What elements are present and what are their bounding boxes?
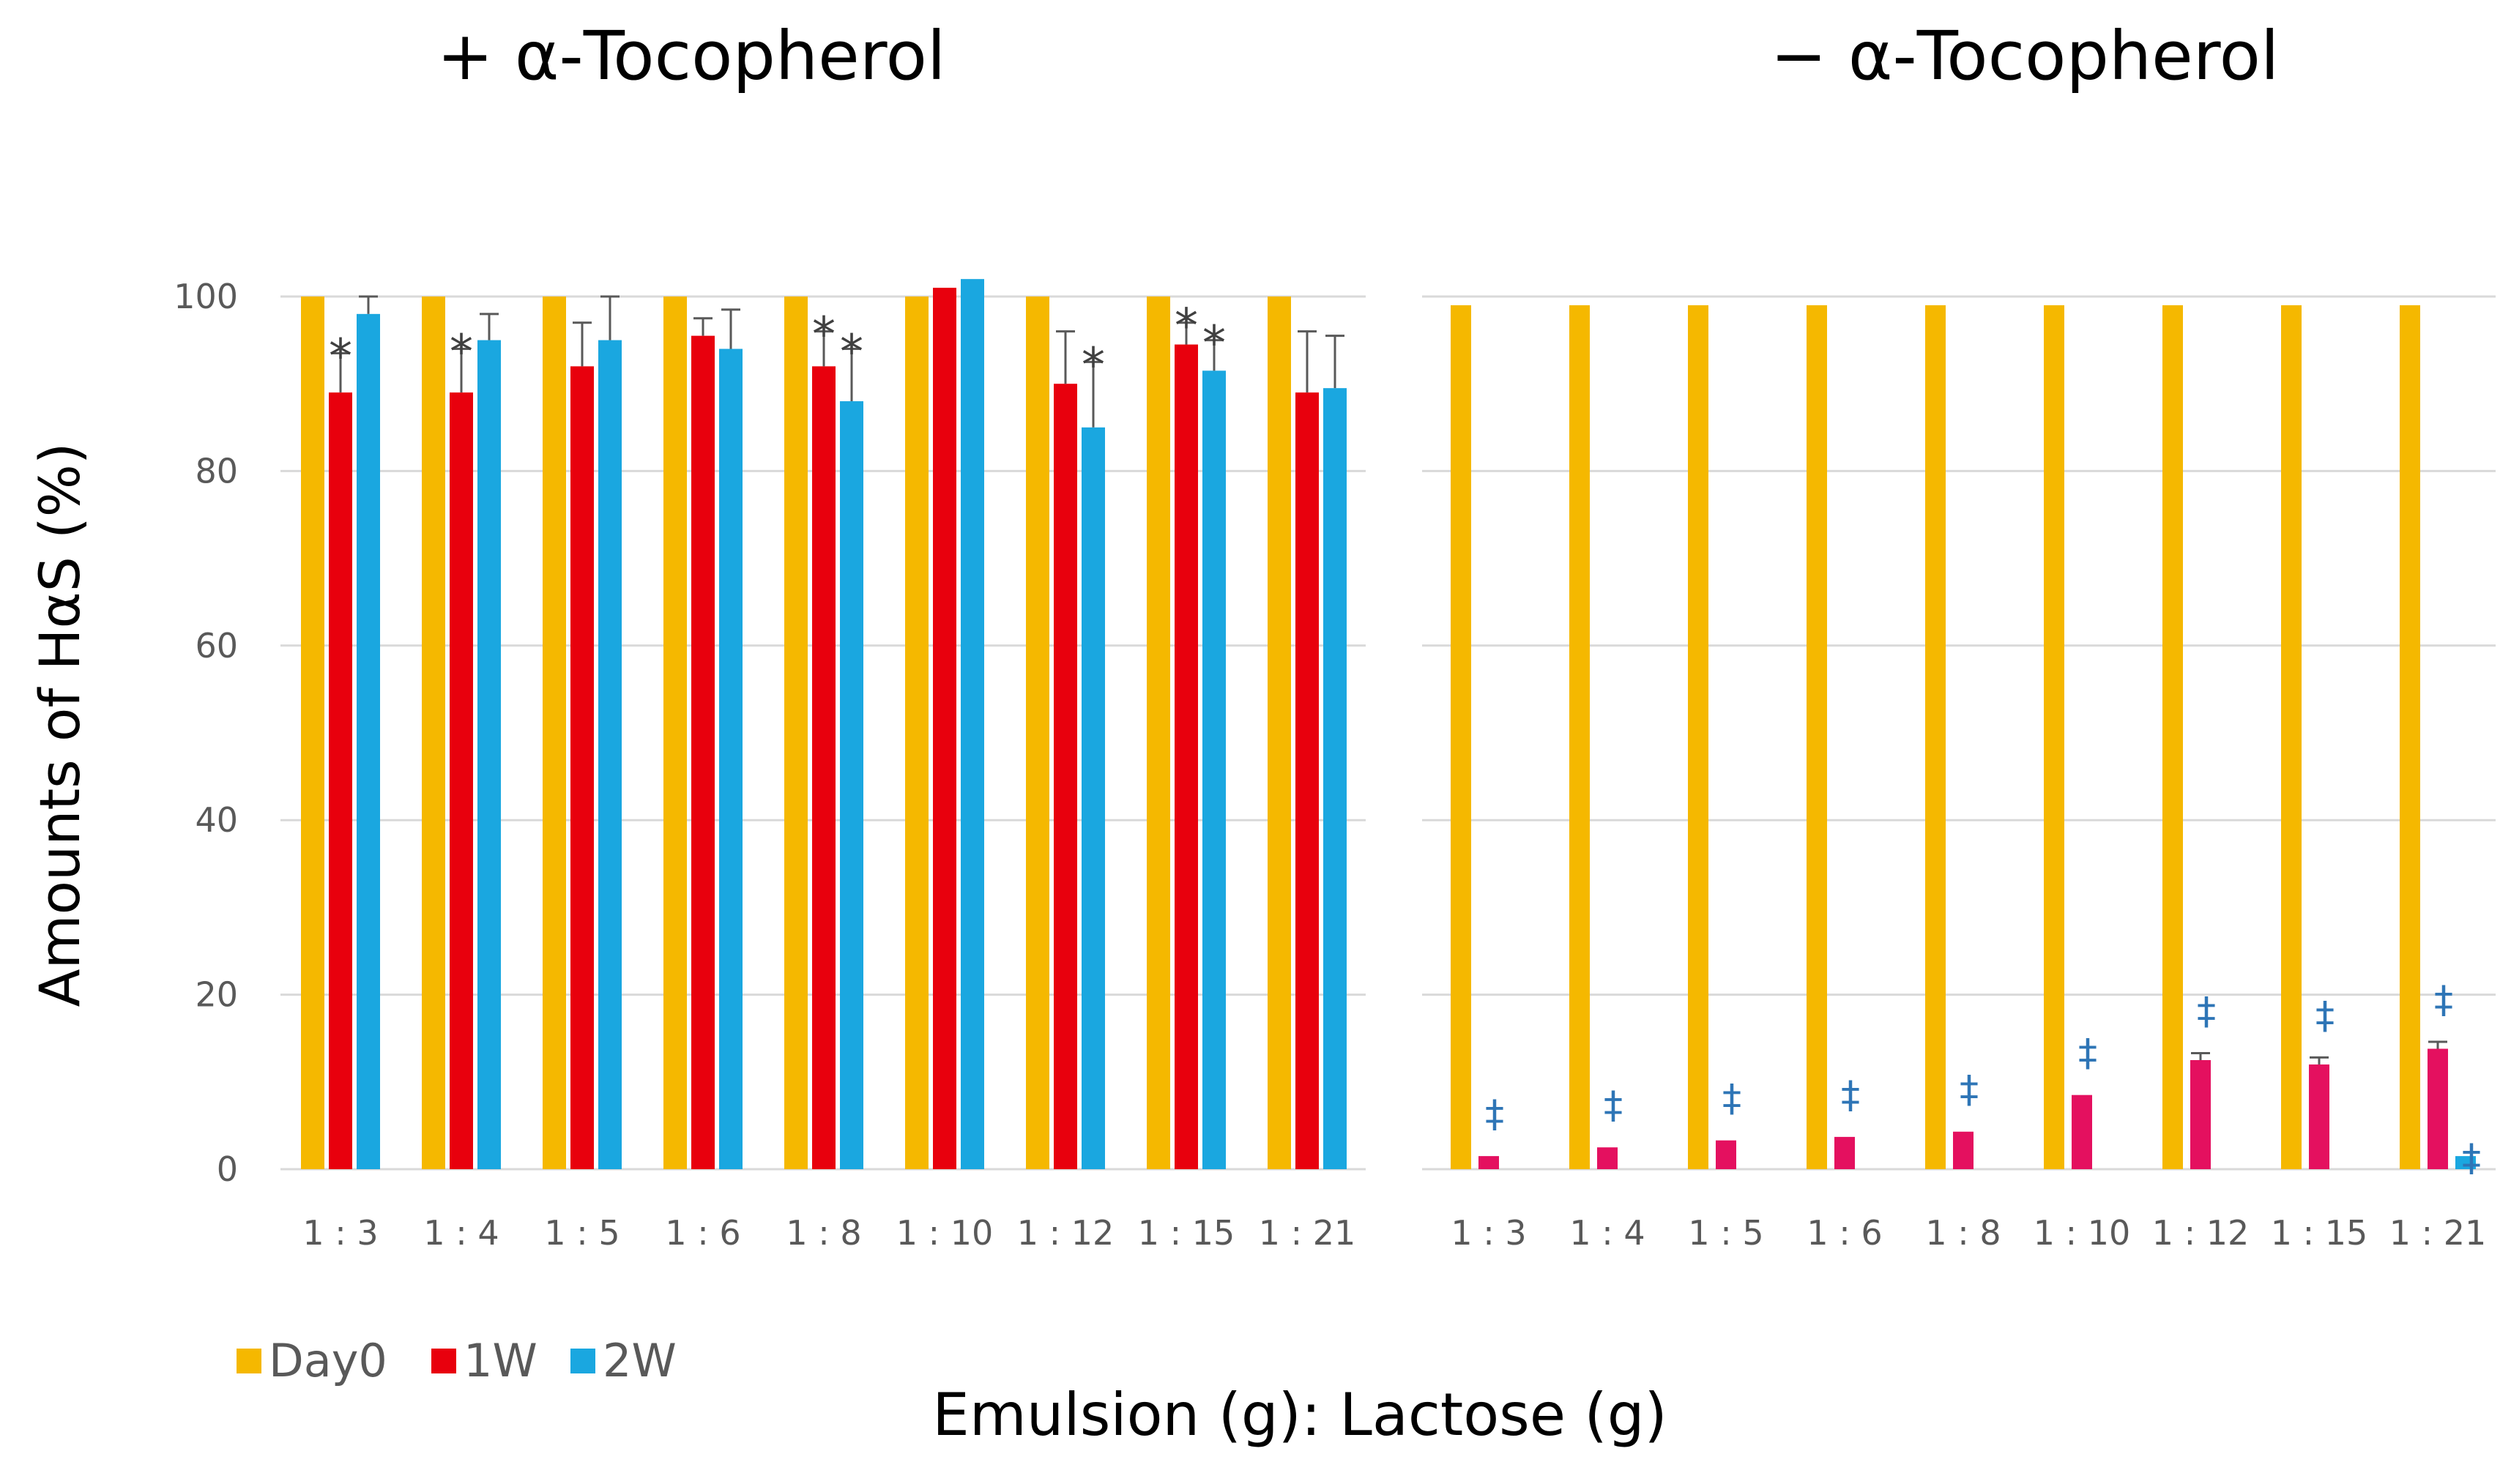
panel2-x-tick-label: 1 : 4	[1569, 1213, 1645, 1253]
panel1-bar-1w	[691, 335, 715, 1169]
panel1-significance-star: *	[1082, 338, 1105, 392]
panel1-bar-day0	[784, 297, 808, 1169]
panel1-bar-1w	[933, 288, 956, 1170]
panel2-bar-day0	[1451, 305, 1471, 1169]
panel1-y-tick-label: 40	[195, 800, 238, 840]
panel2-significance-dagger: ‡	[2315, 993, 2335, 1037]
panel1-bar-1w	[1295, 392, 1319, 1169]
panel1-significance-star: *	[450, 326, 473, 380]
panel1-bar-2w	[477, 340, 501, 1170]
panel1-y-tick-label: 60	[195, 626, 238, 665]
panel1-bar-2w	[719, 348, 743, 1169]
panel1-bar-1w	[1175, 344, 1198, 1169]
panel1-bar-2w	[1323, 388, 1347, 1170]
panel2-x-tick-label: 1 : 8	[1925, 1213, 2001, 1253]
panel2-bar-1w	[1953, 1131, 1974, 1169]
legend-swatch-2w	[570, 1349, 595, 1373]
panel1-bar-1w	[570, 366, 594, 1169]
panel1-x-tick-label: 1 : 10	[896, 1213, 994, 1253]
panel2-bar-day0	[2281, 305, 2302, 1169]
panel2-significance-dagger: ‡	[2434, 978, 2453, 1022]
panel2-title: − α-Tocopherol	[1771, 17, 2280, 95]
panel1-x-tick-label: 1 : 8	[786, 1213, 861, 1253]
panel1-bar-1w	[450, 392, 473, 1169]
panel1-x-tick-label: 1 : 21	[1259, 1213, 1356, 1253]
panel2-bar-1w	[2428, 1048, 2448, 1169]
panel1-bar-2w	[357, 313, 380, 1170]
legend-swatch-day0	[237, 1349, 261, 1373]
panel2-bar-1w	[2309, 1064, 2329, 1169]
panel1-bar-2w	[598, 340, 622, 1170]
panel2-bar-1w	[1597, 1147, 1618, 1169]
panel1-bar-day0	[543, 297, 566, 1169]
panel2-significance-dagger: ‡	[1604, 1084, 1623, 1127]
panel1-bar-1w	[1054, 384, 1077, 1170]
legend-label-1w: 1W	[464, 1334, 537, 1387]
panel1-x-tick-label: 1 : 3	[302, 1213, 378, 1253]
panel1-bar-day0	[1268, 297, 1291, 1169]
legend-swatch-1w	[431, 1349, 456, 1373]
panel1-bar-2w	[840, 401, 863, 1169]
panel1-bar-day0	[1147, 297, 1170, 1169]
panel1-bar-1w	[812, 366, 836, 1169]
panel2-x-tick-label: 1 : 21	[2389, 1213, 2487, 1253]
panel2-bar-1w	[2072, 1095, 2092, 1169]
panel1-bar-1w	[329, 392, 352, 1169]
panel1-x-tick-label: 1 : 12	[1017, 1213, 1115, 1253]
panel1-bar-2w	[961, 279, 984, 1169]
panel1-x-tick-label: 1 : 6	[665, 1213, 740, 1253]
panel2-significance-dagger: ‡	[2462, 1136, 2481, 1180]
panel1-y-tick-label: 80	[195, 451, 238, 491]
panel2-significance-dagger: ‡	[2197, 989, 2216, 1033]
panel2-x-tick-label: 1 : 3	[1451, 1213, 1526, 1253]
panel2-bar-1w	[1478, 1156, 1499, 1169]
panel2-bar-day0	[1569, 305, 1590, 1169]
panel2-x-tick-label: 1 : 5	[1688, 1213, 1763, 1253]
panel1-significance-star: *	[1202, 317, 1226, 371]
panel2-bar-day0	[2162, 305, 2183, 1169]
legend-label-day0: Day0	[269, 1334, 387, 1387]
panel2-significance-dagger: ‡	[1485, 1092, 1504, 1136]
panel2-significance-dagger: ‡	[1722, 1077, 1741, 1121]
panel2-x-tick-label: 1 : 15	[2271, 1213, 2368, 1253]
panel1-y-tick-label: 20	[195, 975, 238, 1015]
y-axis-label: Amounts of HαS (%)	[27, 443, 92, 1007]
panel1-x-tick-label: 1 : 15	[1138, 1213, 1235, 1253]
panel2-bar-day0	[1688, 305, 1708, 1169]
legend-label-2w: 2W	[603, 1334, 677, 1387]
panel1-x-tick-label: 1 : 5	[544, 1213, 620, 1253]
panel2-bar-day0	[1925, 305, 1946, 1169]
panel1-significance-star: *	[329, 329, 352, 384]
panel2-significance-dagger: ‡	[2078, 1032, 2097, 1075]
x-axis-label: Emulsion (g): Lactose (g)	[932, 1381, 1667, 1449]
panel1-bar-2w	[1082, 427, 1105, 1169]
panel1-y-tick-label: 0	[217, 1149, 238, 1189]
panel1-y-tick-label: 100	[174, 277, 238, 316]
panel2-significance-dagger: ‡	[1841, 1073, 1860, 1117]
panel2-bar-1w	[2190, 1060, 2211, 1169]
panel1-significance-star: *	[1175, 299, 1198, 354]
panel1-bar-day0	[663, 297, 687, 1169]
panel1-significance-star: *	[812, 308, 836, 362]
panel2-bar-day0	[1807, 305, 1827, 1169]
panel1-bar-day0	[422, 297, 445, 1169]
panel2-bar-1w	[1716, 1140, 1736, 1169]
panel2-x-tick-label: 1 : 6	[1807, 1213, 1882, 1253]
panel2-x-tick-label: 1 : 12	[2152, 1213, 2250, 1253]
panel2-bar-day0	[2400, 305, 2420, 1169]
panel1-title: + α-Tocopherol	[437, 17, 946, 95]
panel2-bar-1w	[1834, 1136, 1855, 1169]
panel2-x-tick-label: 1 : 10	[2034, 1213, 2131, 1253]
panel1-bar-2w	[1202, 370, 1226, 1169]
panel1-bar-day0	[301, 297, 324, 1169]
panel1-significance-star: *	[840, 326, 863, 380]
panel2-bar-2w	[2455, 1156, 2476, 1169]
panel1-bar-day0	[1026, 297, 1049, 1169]
panel1-x-tick-label: 1 : 4	[423, 1213, 499, 1253]
panel2-significance-dagger: ‡	[1960, 1068, 1979, 1112]
panel1-bar-day0	[905, 297, 929, 1169]
panel2-bar-day0	[2044, 305, 2064, 1169]
